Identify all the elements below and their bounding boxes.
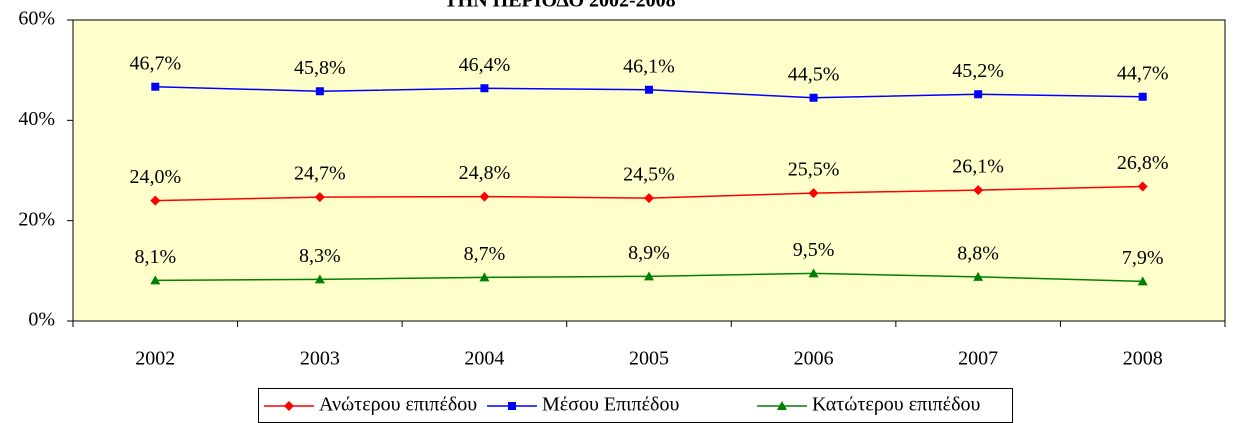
data-point xyxy=(973,185,984,196)
data-label: 8,9% xyxy=(628,242,670,264)
legend-label: Ανώτερου επιπέδου xyxy=(319,394,477,416)
x-tick-label: 2003 xyxy=(300,348,340,370)
legend-label: Μέσου Επιπέδου xyxy=(542,394,679,416)
data-point xyxy=(479,191,490,202)
data-label: 46,4% xyxy=(459,54,511,76)
data-point xyxy=(644,193,654,204)
data-point xyxy=(973,271,984,281)
data-label: 24,5% xyxy=(623,164,675,186)
data-label: 24,8% xyxy=(459,162,511,184)
x-tick-label: 2005 xyxy=(629,348,669,370)
data-label: 9,5% xyxy=(793,239,835,261)
x-tick-label: 2008 xyxy=(1123,348,1163,370)
data-point xyxy=(645,85,653,94)
data-point xyxy=(808,188,819,199)
data-label: 8,8% xyxy=(957,242,999,264)
data-label: 46,1% xyxy=(623,55,675,77)
chart-title: ΤΗΝ ΠΕΡΙΟΔΟ 2002-2008 xyxy=(444,0,675,12)
data-point xyxy=(151,82,160,91)
data-label: 45,8% xyxy=(294,57,346,79)
data-point xyxy=(1138,92,1147,101)
data-label: 8,1% xyxy=(134,246,176,268)
y-tick-label: 0% xyxy=(28,309,55,331)
data-label: 24,0% xyxy=(129,166,181,188)
data-label: 8,3% xyxy=(299,245,341,267)
data-label: 24,7% xyxy=(294,163,346,185)
data-label: 8,7% xyxy=(464,243,506,265)
data-label: 46,7% xyxy=(129,52,181,74)
data-label: 44,5% xyxy=(788,63,840,85)
data-label: 7,9% xyxy=(1122,247,1164,269)
data-label: 26,1% xyxy=(952,156,1004,178)
y-tick-label: 60% xyxy=(18,8,55,30)
data-point xyxy=(150,275,161,285)
data-label: 44,7% xyxy=(1117,62,1169,84)
legend xyxy=(258,388,1013,423)
data-point xyxy=(314,274,325,284)
data-point xyxy=(314,192,325,203)
x-tick-label: 2007 xyxy=(958,348,998,370)
data-point xyxy=(974,90,983,99)
data-point xyxy=(1137,276,1148,286)
legend-marker xyxy=(284,401,294,411)
data-point xyxy=(150,195,161,206)
data-point xyxy=(315,87,324,96)
data-label: 45,2% xyxy=(952,60,1004,82)
y-tick-label: 40% xyxy=(18,108,55,130)
x-tick-label: 2006 xyxy=(794,348,834,370)
legend-label: Κατώτερου επιπέδου xyxy=(812,394,980,416)
data-point xyxy=(480,84,489,93)
x-tick-label: 2002 xyxy=(135,348,175,370)
data-point xyxy=(808,268,819,278)
y-tick-label: 20% xyxy=(18,208,55,230)
data-label: 26,8% xyxy=(1117,152,1169,174)
data-point xyxy=(1137,181,1148,192)
x-tick-label: 2004 xyxy=(464,348,504,370)
legend-marker xyxy=(508,402,516,410)
data-label: 25,5% xyxy=(788,159,840,181)
data-point xyxy=(479,272,490,282)
plot-area xyxy=(72,19,1226,322)
data-point xyxy=(644,271,654,281)
legend-marker xyxy=(777,401,787,410)
data-point xyxy=(809,93,818,102)
